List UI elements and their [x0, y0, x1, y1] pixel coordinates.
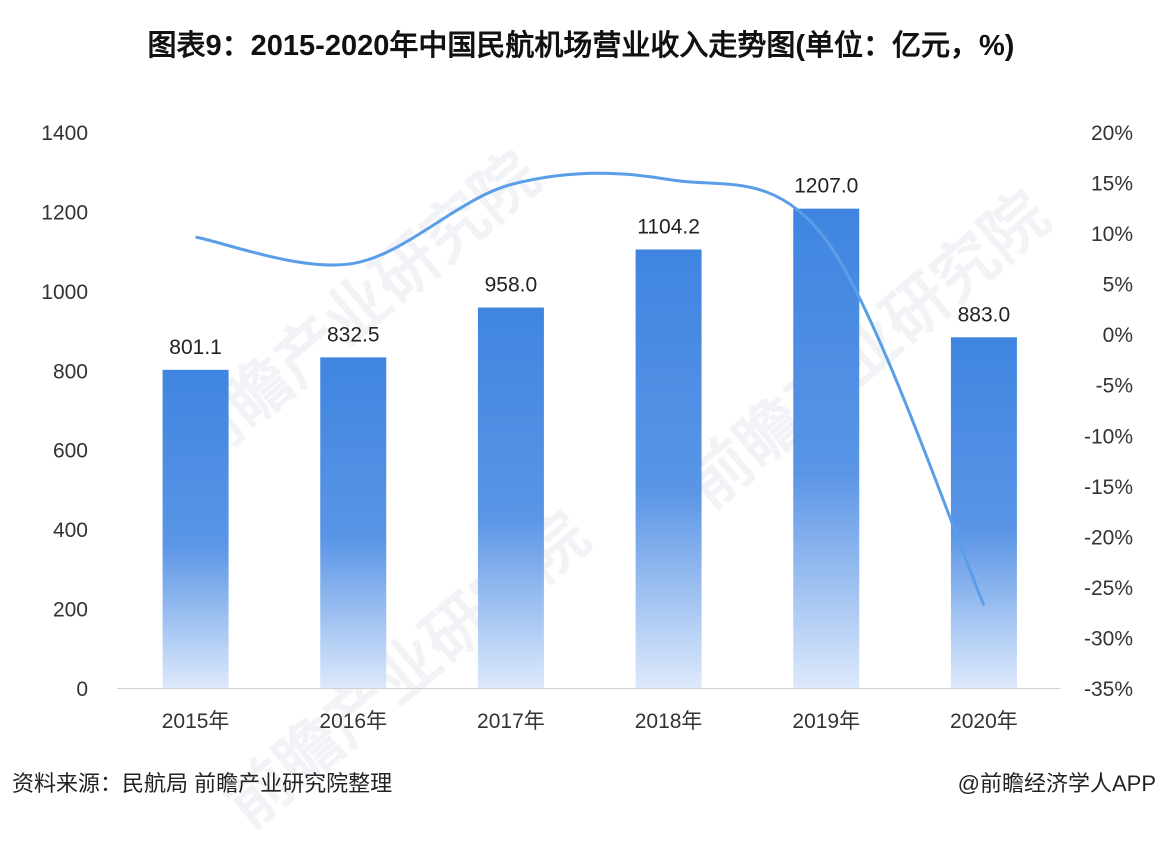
y-right-tick-label: -25%: [1084, 577, 1133, 600]
y-right-tick-label: -20%: [1084, 526, 1133, 549]
x-tick-label: 2019年: [792, 710, 860, 733]
y-right-tick-label: -10%: [1084, 425, 1133, 448]
y-right-tick-label: 10%: [1091, 223, 1133, 246]
credit: @前瞻经济学人APP: [958, 766, 1156, 798]
y-right-tick-label: 15%: [1091, 173, 1133, 196]
y-right-tick-label: -30%: [1084, 627, 1133, 650]
bar-data-label: 832.5: [327, 323, 380, 346]
y-left-tick-label: 800: [53, 360, 88, 383]
y-right-tick-label: -35%: [1084, 678, 1133, 701]
source-note: 资料来源：民航局 前瞻产业研究院整理: [12, 766, 392, 798]
x-tick-label: 2018年: [635, 710, 703, 733]
bar: [478, 308, 544, 688]
y-left-tick-label: 600: [53, 440, 88, 463]
bar-data-label: 883.0: [958, 303, 1011, 326]
bar-data-label: 1104.2: [637, 215, 700, 238]
y-right-tick-label: 0%: [1103, 324, 1133, 347]
x-tick-label: 2016年: [319, 710, 387, 733]
y-left-tick-label: 1000: [41, 281, 88, 304]
bar: [951, 337, 1017, 688]
x-tick-label: 2017年: [477, 710, 545, 733]
bar-data-label: 801.1: [169, 336, 222, 359]
chart-area: 0 200 400 600 800 1000 1200 1400 -35% -30% -25% -20…: [0, 0, 1162, 824]
y-left-tick-label: 200: [53, 599, 88, 622]
bar-data-label: 1207.0: [794, 175, 858, 198]
y-left-tick-label: 0: [76, 678, 88, 701]
x-tick-label: 2015年: [162, 710, 230, 733]
y-right-tick-label: 20%: [1091, 122, 1133, 145]
y-right-tick-label: -15%: [1084, 476, 1133, 499]
bar: [320, 357, 386, 688]
y-left-tick-label: 400: [53, 519, 88, 542]
y-right-tick-label: 5%: [1103, 274, 1133, 297]
bar-data-label: 958.0: [485, 274, 538, 297]
bar: [163, 370, 229, 688]
x-tick-label: 2020年: [950, 710, 1018, 733]
bar: [636, 249, 702, 688]
y-left-tick-label: 1400: [41, 122, 88, 145]
y-left-tick-label: 1200: [41, 201, 88, 224]
growth-rate-line: [196, 173, 984, 605]
y-right-tick-label: -5%: [1096, 375, 1133, 398]
